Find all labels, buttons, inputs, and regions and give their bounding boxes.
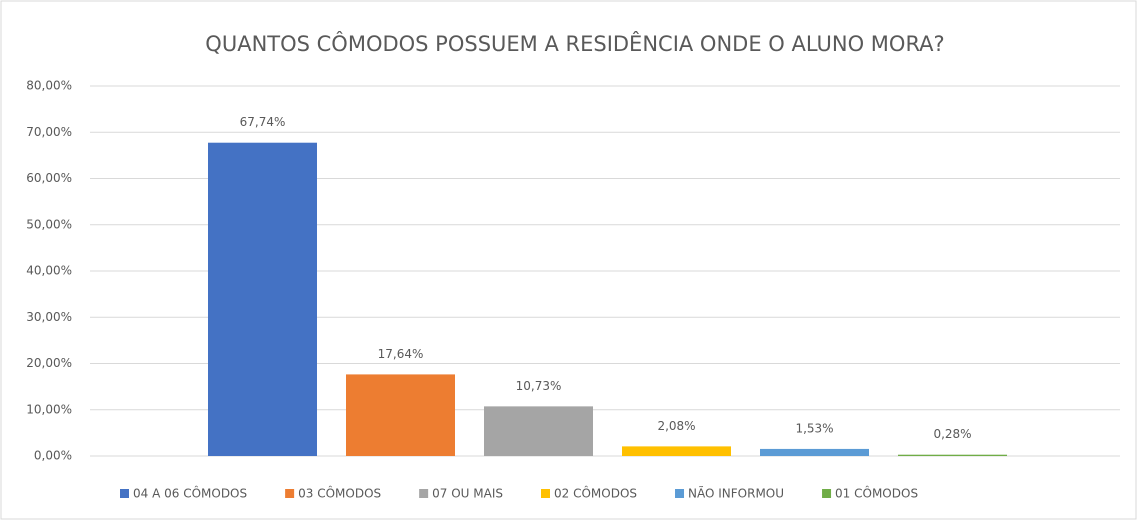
legend-swatch	[541, 489, 550, 498]
legend-label: 03 CÔMODOS	[298, 486, 381, 501]
bar	[622, 446, 731, 456]
legend-swatch	[675, 489, 685, 498]
y-tick-label: 30,00%	[26, 310, 72, 324]
legend-label: 02 CÔMODOS	[554, 486, 637, 501]
chart-title: QUANTOS CÔMODOS POSSUEM A RESIDÊNCIA OND…	[205, 31, 944, 56]
y-tick-label: 40,00%	[26, 264, 72, 278]
bar	[346, 374, 455, 456]
data-label: 67,74%	[240, 115, 286, 129]
y-tick-label: 70,00%	[26, 125, 72, 139]
legend-swatch	[285, 489, 295, 498]
bar	[760, 448, 869, 456]
bar	[484, 406, 593, 456]
data-label: 17,64%	[378, 347, 424, 361]
y-tick-label: 60,00%	[26, 171, 72, 185]
y-tick-label: 20,00%	[26, 356, 72, 370]
legend-label: NÃO INFORMOU	[688, 486, 784, 501]
legend-swatch	[822, 489, 832, 498]
y-tick-label: 50,00%	[26, 217, 72, 231]
legend-swatch	[120, 489, 129, 498]
legend-label: 01 CÔMODOS	[835, 486, 918, 501]
bar	[898, 454, 1007, 456]
y-tick-label: 80,00%	[26, 79, 72, 93]
y-tick-label: 0,00%	[34, 449, 72, 463]
legend-swatch	[419, 489, 429, 498]
data-label: 1,53%	[795, 421, 833, 435]
legend-label: 07 OU MAIS	[432, 487, 503, 501]
data-label: 0,28%	[933, 427, 971, 441]
data-label: 10,73%	[516, 379, 562, 393]
y-tick-label: 10,00%	[26, 402, 72, 416]
data-label: 2,08%	[657, 419, 695, 433]
legend-label: 04 A 06 CÔMODOS	[133, 486, 247, 501]
bar	[208, 142, 317, 456]
